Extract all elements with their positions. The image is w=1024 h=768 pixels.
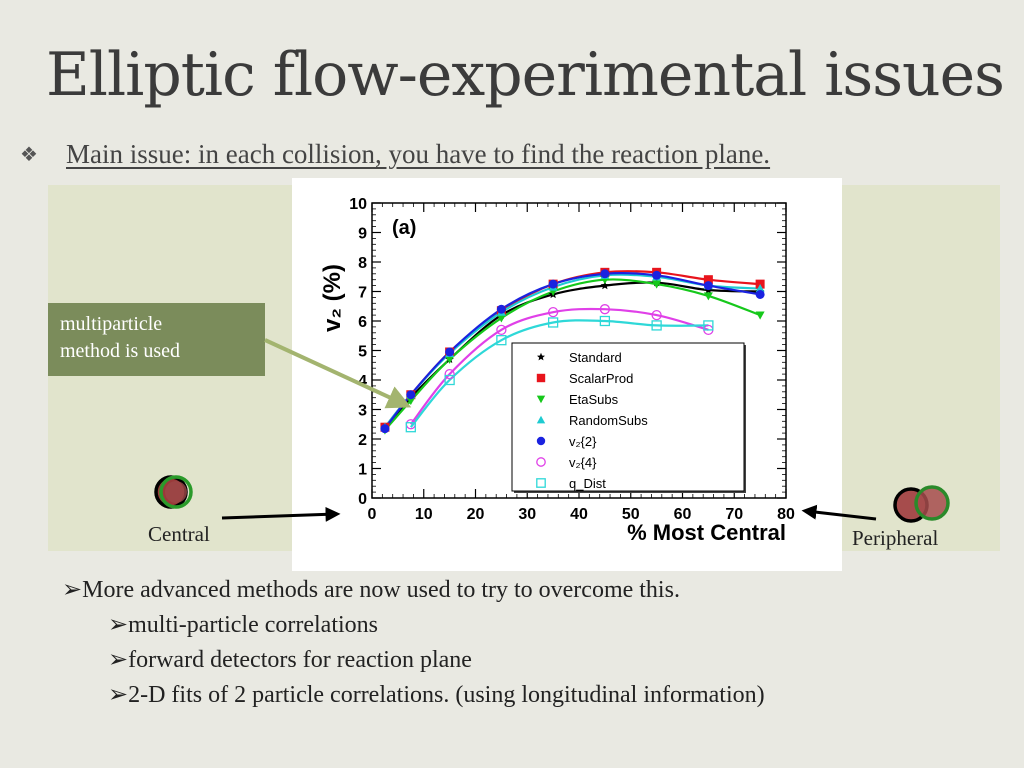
legend-label: v₂{2} [569, 434, 597, 449]
data-point [445, 355, 455, 364]
x-tick-label: 0 [368, 506, 377, 523]
data-point [703, 275, 713, 285]
data-point [405, 422, 416, 433]
data-point [600, 269, 610, 279]
data-point [496, 324, 507, 336]
data-point [599, 315, 611, 327]
bullet-item: ➢2-D fits of 2 particle correlations. (u… [108, 682, 765, 708]
data-point [380, 424, 390, 434]
y-tick-label: 5 [358, 344, 367, 361]
legend-marker [536, 436, 546, 446]
series-curve [409, 319, 709, 428]
data-point [652, 270, 662, 280]
x-tick-label: 30 [518, 506, 536, 523]
data-point [496, 314, 506, 323]
callout-line-2: method is used [60, 340, 180, 362]
legend-label: ScalarProd [569, 371, 633, 386]
legend-label: RandomSubs [569, 413, 648, 428]
arrow-bullet-icon: ➢ [108, 647, 129, 673]
y-tick-label: 0 [358, 491, 367, 508]
bullet-list: ➢More advanced methods are now used to t… [62, 573, 765, 713]
data-point [651, 320, 662, 331]
y-axis-label: v₂ (%) [319, 264, 346, 332]
main-issue-text: Main issue: in each collision, you have … [66, 139, 771, 169]
data-point [548, 279, 558, 289]
y-tick-label: 3 [358, 403, 367, 420]
callout-box: multiparticle method is used [48, 303, 265, 376]
data-point [703, 292, 713, 301]
data-point [496, 304, 506, 314]
x-tick-label: 50 [622, 506, 640, 523]
y-tick-label: 1 [358, 462, 367, 479]
bullet-item: ➢forward detectors for reaction plane [108, 647, 472, 673]
callout-line-1: multiparticle [60, 313, 163, 335]
chart-frame: 0 1 2 3 4 5 6 7 8 9 10 0 10 20 30 40 50 60 70 80 v₂ (%) % Mos… [292, 178, 842, 571]
y-tick-label: 7 [358, 285, 367, 302]
x-tick-label: 40 [570, 506, 588, 523]
data-point [444, 368, 455, 380]
bullet-item: ➢More advanced methods are now used to t… [62, 577, 680, 603]
slide-title: Elliptic flow-experimental issues [46, 40, 1005, 110]
series-curve [409, 307, 709, 425]
arrow-bullet-icon: ➢ [62, 577, 83, 603]
x-tick-label: 10 [415, 506, 433, 523]
legend-marker [536, 373, 546, 383]
y-tick-label: 6 [358, 314, 367, 331]
legend-marker [536, 457, 546, 467]
data-point [652, 280, 662, 289]
y-tick-label: 4 [358, 373, 367, 390]
legend-label: q_Dist [569, 476, 606, 491]
legend-marker [536, 415, 546, 424]
legend-marker [536, 395, 546, 404]
diamond-bullet-icon: ❖ [20, 142, 38, 166]
legend-marker [536, 478, 546, 488]
x-tick-label: 80 [777, 506, 795, 523]
v2-centrality-chart: 0 1 2 3 4 5 6 7 8 9 10 0 10 20 30 40 50 60 70 80 v₂ (%) % Mos… [319, 196, 795, 545]
peripheral-label: Peripheral [852, 526, 939, 550]
legend-label: EtaSubs [569, 392, 619, 407]
data-point [703, 320, 714, 331]
central-label: Central [148, 522, 210, 546]
legend-marker [537, 352, 545, 361]
data-point [406, 390, 416, 400]
y-tick-label: 2 [358, 432, 367, 449]
arrow-bullet-icon: ➢ [108, 612, 129, 638]
x-tick-label: 70 [725, 506, 743, 523]
y-tick-label: 10 [349, 196, 367, 213]
data-point [703, 281, 713, 291]
data-point [599, 304, 611, 315]
legend-label: Standard [569, 350, 622, 365]
data-point [651, 309, 662, 321]
data-point [755, 284, 765, 293]
x-tick-label: 60 [674, 506, 692, 523]
data-point [547, 317, 559, 328]
arrow-bullet-icon: ➢ [108, 682, 129, 708]
x-axis-label: % Most Central [627, 520, 786, 545]
bullet-item: ➢multi-particle correlations [108, 612, 379, 638]
data-point [547, 306, 559, 318]
data-point [600, 281, 610, 290]
y-tick-label: 9 [358, 226, 367, 243]
data-point [755, 289, 765, 299]
legend-label: v₂{4} [569, 455, 597, 470]
legend-box [511, 342, 745, 492]
x-tick-label: 20 [467, 506, 485, 523]
y-tick-label: 8 [358, 255, 367, 272]
data-point [755, 311, 765, 320]
data-point [445, 347, 455, 357]
panel-label: (a) [392, 217, 416, 239]
data-point [444, 374, 455, 386]
data-point [496, 335, 507, 346]
